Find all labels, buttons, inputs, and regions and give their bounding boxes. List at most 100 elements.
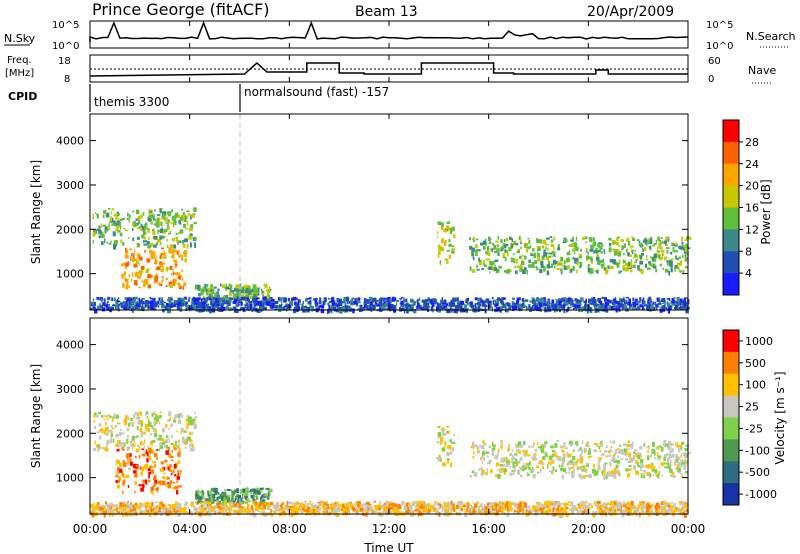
data-cell: [532, 299, 535, 303]
data-cell: [213, 286, 217, 289]
data-cell: [547, 266, 552, 268]
data-cell: [609, 507, 613, 510]
data-cell: [684, 257, 689, 262]
data-cell: [225, 300, 230, 305]
data-cell: [452, 297, 456, 301]
data-cell: [168, 411, 172, 416]
data-cell: [480, 299, 482, 302]
data-cell: [209, 289, 213, 292]
data-cell: [568, 440, 573, 445]
data-cell: [511, 455, 514, 460]
data-cell: [681, 462, 683, 467]
data-cell: [512, 465, 516, 469]
data-cell: [154, 209, 156, 212]
data-cell: [554, 469, 557, 472]
data-cell: [238, 294, 241, 297]
data-cell: [683, 465, 687, 470]
data-cell: [149, 250, 153, 254]
data-cell: [526, 269, 528, 275]
data-cell: [124, 267, 128, 270]
data-cell: [234, 503, 239, 508]
data-cell: [345, 296, 350, 302]
data-cell: [670, 267, 673, 273]
data-cell: [118, 462, 123, 467]
data-cell: [637, 300, 640, 303]
data-cell: [114, 240, 118, 245]
data-cell: [620, 239, 624, 243]
data-cell: [122, 483, 124, 487]
data-cell: [530, 306, 534, 310]
data-cell: [177, 306, 180, 308]
data-cell: [150, 297, 153, 300]
data-cell: [98, 225, 101, 229]
data-cell: [162, 256, 165, 259]
data-cell: [167, 244, 169, 248]
data-cell: [631, 236, 634, 239]
data-cell: [503, 508, 505, 513]
data-cell: [115, 512, 118, 514]
data-cell: [659, 263, 662, 267]
data-cell: [119, 232, 123, 236]
data-cell: [162, 262, 165, 265]
data-cell: [216, 298, 220, 302]
data-cell: [621, 510, 624, 514]
data-cell: [430, 508, 432, 511]
data-cell: [111, 430, 113, 435]
data-cell: [216, 498, 220, 503]
data-cell: [596, 470, 599, 473]
data-cell: [504, 244, 509, 247]
data-cell: [124, 302, 129, 307]
data-cell: [581, 500, 585, 504]
data-cell: [127, 446, 130, 449]
data-cell: [167, 299, 170, 302]
data-cell: [162, 467, 166, 471]
data-cell: [546, 271, 550, 276]
data-cell: [148, 301, 151, 304]
data-cell: [381, 504, 385, 509]
data-cell: [371, 305, 376, 309]
data-cell: [112, 231, 116, 237]
data-cell: [556, 501, 559, 507]
data-cell: [214, 297, 218, 302]
data-cell: [526, 505, 530, 508]
data-cell: [142, 212, 145, 216]
data-cell: [114, 425, 117, 428]
data-cell: [484, 506, 488, 510]
data-cell: [96, 414, 99, 418]
data-cell: [264, 283, 268, 288]
data-cell: [500, 239, 503, 243]
data-cell: [681, 441, 685, 445]
nsearch-label: N.Search: [746, 30, 796, 43]
data-cell: [143, 279, 148, 285]
data-cell: [446, 507, 451, 510]
data-cell: [100, 241, 104, 245]
data-cell: [203, 501, 206, 504]
data-cell: [450, 500, 453, 505]
data-cell: [596, 253, 599, 257]
data-cell: [497, 252, 500, 256]
data-cell: [368, 296, 373, 302]
data-cell: [344, 302, 346, 306]
data-cell: [340, 301, 344, 304]
data-cell: [511, 502, 515, 506]
data-cell: [574, 257, 579, 262]
data-cell: [543, 298, 546, 303]
data-cell: [115, 300, 119, 305]
data-cell: [228, 506, 232, 512]
data-cell: [652, 474, 655, 477]
data-cell: [255, 495, 257, 498]
data-cell: [155, 218, 157, 223]
data-cell: [138, 263, 141, 266]
data-cell: [96, 213, 99, 219]
data-cell: [620, 450, 624, 455]
data-cell: [173, 223, 175, 228]
data-cell: [596, 443, 599, 447]
data-cell: [220, 283, 222, 287]
data-cell: [192, 444, 194, 449]
data-cell: [197, 302, 202, 304]
data-cell: [526, 472, 529, 474]
data-cell: [680, 453, 683, 457]
data-cell: [188, 298, 190, 302]
data-cell: [622, 253, 625, 255]
data-cell: [288, 501, 292, 505]
